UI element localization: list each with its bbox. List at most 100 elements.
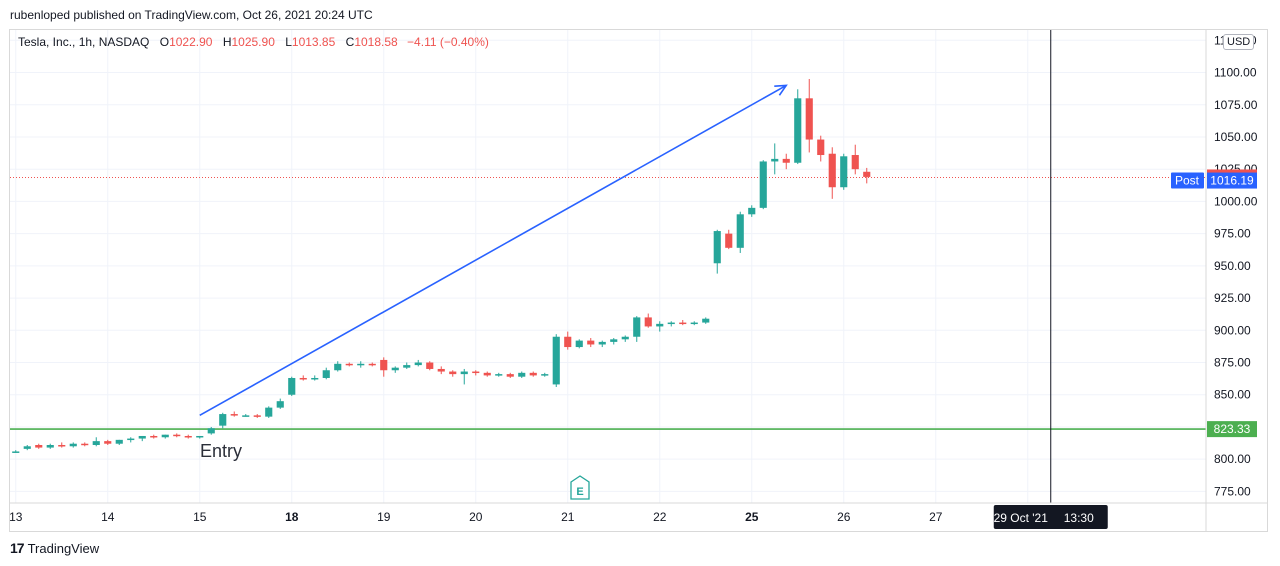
candle-body xyxy=(690,322,698,325)
price-tick-label: 875.00 xyxy=(1214,356,1251,370)
price-tick-label: 1000.00 xyxy=(1214,194,1258,208)
brand[interactable]: 17 TradingView xyxy=(10,540,99,556)
time-tick-label: 21 xyxy=(561,510,575,524)
close-value: 1018.58 xyxy=(354,35,398,49)
price-label-text: 823.33 xyxy=(1214,422,1251,436)
candle-body xyxy=(368,363,376,366)
candles xyxy=(12,78,871,453)
price-tick-label: 1075.00 xyxy=(1214,98,1258,112)
candle-body xyxy=(656,323,664,327)
candle-body xyxy=(748,207,756,215)
candle-body xyxy=(621,336,629,340)
post-price-value: 1016.19 xyxy=(1210,174,1254,188)
open-value: 1022.90 xyxy=(169,35,213,49)
candle-body xyxy=(805,98,813,140)
candle-body xyxy=(311,377,319,380)
candle-body xyxy=(552,336,560,385)
chart-frame xyxy=(9,29,1268,532)
candle-body xyxy=(667,322,675,325)
candle-body xyxy=(403,365,411,368)
candle-body xyxy=(702,318,710,323)
currency-button[interactable]: USD xyxy=(1223,34,1255,50)
brand-name: TradingView xyxy=(27,540,100,556)
time-tick-label: 18 xyxy=(285,510,299,524)
candle-body xyxy=(253,415,261,417)
annotations: Post Entry E xyxy=(199,30,1204,503)
low-label: L xyxy=(285,35,292,49)
candle-body xyxy=(460,371,468,375)
price-tick-label: 850.00 xyxy=(1214,388,1251,402)
time-tick-label: 13 xyxy=(9,510,23,524)
candle-body xyxy=(449,371,457,375)
candle-body xyxy=(276,401,284,408)
candle-body xyxy=(610,339,618,342)
candle-body xyxy=(713,231,721,264)
candle-body xyxy=(81,443,89,446)
price-axis[interactable]: 775.00800.00825.00850.00875.00900.00925.… xyxy=(1205,30,1258,532)
entry-label: Entry xyxy=(200,441,242,461)
crosshair-date: 29 Oct '21 xyxy=(994,511,1049,525)
candle-body xyxy=(391,367,399,371)
candle-body xyxy=(173,434,181,437)
candle-body xyxy=(322,370,330,378)
price-tick-label: 975.00 xyxy=(1214,227,1251,241)
candle-body xyxy=(587,340,595,345)
publisher-text: rubenloped published on TradingView.com,… xyxy=(10,8,373,22)
candle-body xyxy=(817,139,825,156)
price-tick-label: 950.00 xyxy=(1214,259,1251,273)
candle-body xyxy=(598,341,606,345)
candle-body xyxy=(69,443,77,447)
candle-body xyxy=(380,359,388,371)
candle-body xyxy=(851,155,859,170)
candle-body xyxy=(299,377,307,380)
candle-body xyxy=(483,372,491,376)
price-tick-label: 775.00 xyxy=(1214,484,1251,498)
time-tick-label: 26 xyxy=(837,510,851,524)
candle-body xyxy=(127,438,135,441)
candle-body xyxy=(138,435,146,439)
trend-arrow-line xyxy=(199,84,787,417)
candle-body xyxy=(529,372,537,376)
candle-body xyxy=(58,445,66,447)
candle-body xyxy=(92,441,100,446)
price-tick-label: 900.00 xyxy=(1214,323,1251,337)
candle-body xyxy=(633,317,641,337)
candle-body xyxy=(161,434,169,438)
price-tick-label: 925.00 xyxy=(1214,291,1251,305)
candle-body xyxy=(771,158,779,162)
tradingview-logo-icon: 17 xyxy=(10,540,25,556)
post-badge xyxy=(1171,172,1204,189)
candle-body xyxy=(736,214,744,248)
candle-body xyxy=(863,171,871,177)
candle-body xyxy=(334,363,342,371)
candle-body xyxy=(782,158,790,163)
price-tick-label: 1050.00 xyxy=(1214,130,1258,144)
candle-body xyxy=(575,340,583,348)
candle-body xyxy=(12,451,20,453)
candle-body xyxy=(150,435,158,438)
candle-body xyxy=(437,368,445,372)
candle-body xyxy=(288,377,296,395)
candle-body xyxy=(242,415,250,417)
time-tick-label: 22 xyxy=(653,510,667,524)
candle-body xyxy=(518,372,526,377)
candle-body xyxy=(35,445,43,448)
candle-body xyxy=(196,435,204,438)
candle-body xyxy=(230,414,238,416)
price-label-box xyxy=(1207,421,1257,438)
candle-body xyxy=(184,435,192,438)
candle-body xyxy=(219,414,227,426)
grid-lines xyxy=(10,30,1206,503)
candle-body xyxy=(46,445,54,448)
candle-body xyxy=(265,407,273,417)
candle-body xyxy=(414,362,422,366)
time-tick-label: 15 xyxy=(193,510,207,524)
candle-body xyxy=(679,322,687,325)
candle-body xyxy=(828,153,836,188)
price-tick-label: 1100.00 xyxy=(1214,66,1257,80)
horizontal-lines xyxy=(10,176,1206,430)
symbol-name: Tesla, Inc., 1h, NASDAQ xyxy=(18,35,150,49)
candle-body xyxy=(104,441,112,444)
